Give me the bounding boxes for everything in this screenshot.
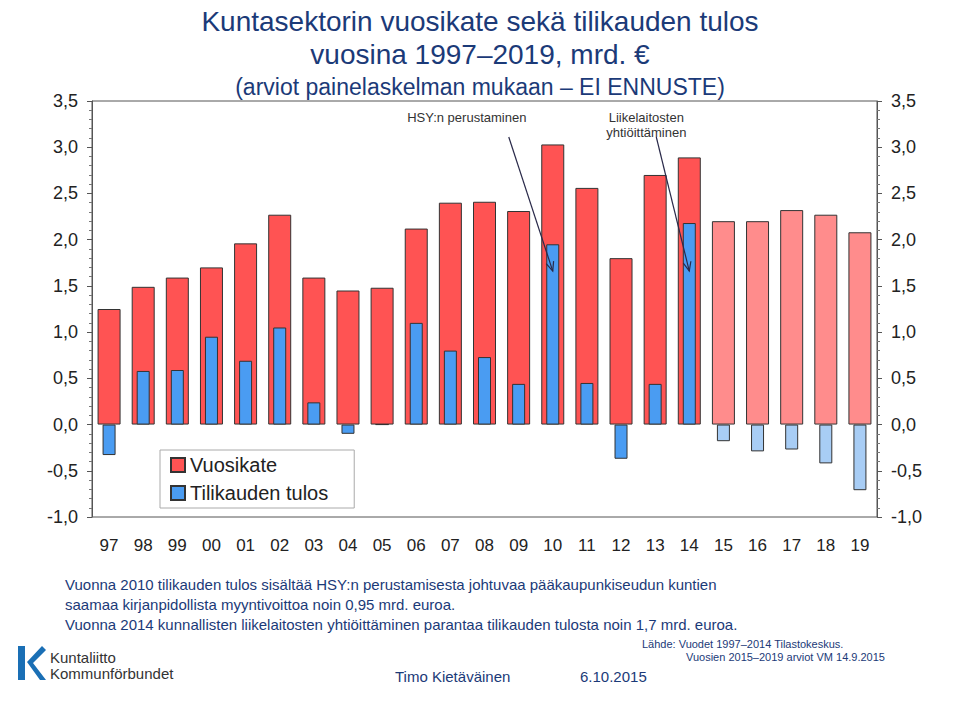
svg-text:08: 08: [475, 536, 494, 555]
svg-text:Tilikauden tulos: Tilikauden tulos: [190, 482, 328, 504]
svg-text:12: 12: [612, 536, 631, 555]
svg-text:-0,5: -0,5: [891, 461, 922, 481]
svg-text:0,0: 0,0: [53, 415, 78, 435]
svg-text:2,5: 2,5: [891, 183, 916, 203]
svg-text:0,0: 0,0: [891, 415, 916, 435]
svg-text:6.10.2015: 6.10.2015: [580, 668, 647, 685]
svg-text:Liikelaitosten: Liikelaitosten: [609, 110, 684, 125]
svg-text:-0,5: -0,5: [47, 461, 78, 481]
svg-text:18: 18: [816, 536, 835, 555]
svg-text:02: 02: [270, 536, 289, 555]
svg-text:0,5: 0,5: [53, 368, 78, 388]
svg-text:Vuonna 2014 kunnallisten liike: Vuonna 2014 kunnallisten liikelaitosten …: [65, 616, 737, 633]
svg-text:HSY:n perustaminen: HSY:n perustaminen: [407, 110, 526, 125]
svg-text:3,5: 3,5: [891, 91, 916, 111]
svg-text:11: 11: [578, 536, 596, 555]
svg-text:3,0: 3,0: [891, 137, 916, 157]
svg-text:99: 99: [168, 536, 187, 555]
svg-text:01: 01: [236, 536, 255, 555]
svg-text:04: 04: [339, 536, 358, 555]
svg-text:yhtiöittäminen: yhtiöittäminen: [606, 125, 686, 140]
svg-text:97: 97: [100, 536, 119, 555]
svg-text:-1,0: -1,0: [47, 507, 78, 527]
svg-text:19: 19: [850, 536, 869, 555]
svg-text:17: 17: [782, 536, 801, 555]
svg-text:saamaa kirjanpidollista myynti: saamaa kirjanpidollista myyntivoittoa no…: [65, 596, 455, 613]
svg-text:2,0: 2,0: [891, 230, 916, 250]
svg-text:Vuosikate: Vuosikate: [190, 454, 277, 476]
svg-text:1,5: 1,5: [53, 276, 78, 296]
svg-text:Kuntaliitto: Kuntaliitto: [50, 649, 116, 666]
svg-text:2,5: 2,5: [53, 183, 78, 203]
svg-text:vuosina 1997–2019, mrd. €: vuosina 1997–2019, mrd. €: [310, 39, 650, 70]
svg-text:Kommunförbundet: Kommunförbundet: [50, 665, 174, 682]
svg-text:06: 06: [407, 536, 426, 555]
svg-text:1,0: 1,0: [53, 322, 78, 342]
svg-text:1,0: 1,0: [891, 322, 916, 342]
svg-text:98: 98: [134, 536, 153, 555]
svg-text:Kuntasektorin vuosikate sekä t: Kuntasektorin vuosikate sekä tilikauden …: [201, 6, 758, 37]
svg-text:1,5: 1,5: [891, 276, 916, 296]
svg-text:Vuonna 2010 tilikauden tulos s: Vuonna 2010 tilikauden tulos sisältää HS…: [65, 576, 717, 593]
svg-text:00: 00: [202, 536, 221, 555]
svg-text:15: 15: [714, 536, 733, 555]
svg-text:10: 10: [543, 536, 562, 555]
svg-text:13: 13: [646, 536, 665, 555]
svg-text:Lähde: Vuodet 1997–2014 Tilast: Lähde: Vuodet 1997–2014 Tilastokeskus.: [642, 638, 843, 650]
svg-text:Vuosien 2015–2019 arviot VM 14: Vuosien 2015–2019 arviot VM 14.9.2015: [686, 651, 885, 663]
svg-text:3,0: 3,0: [53, 137, 78, 157]
svg-text:2,0: 2,0: [53, 230, 78, 250]
svg-text:07: 07: [441, 536, 460, 555]
svg-text:05: 05: [373, 536, 392, 555]
svg-text:03: 03: [304, 536, 323, 555]
svg-text:Timo Kietäväinen: Timo Kietäväinen: [395, 668, 510, 685]
svg-text:(arviot painelaskelman mukaan: (arviot painelaskelman mukaan – EI ENNUS…: [235, 74, 725, 100]
svg-text:09: 09: [509, 536, 528, 555]
svg-text:0,5: 0,5: [891, 368, 916, 388]
svg-text:3,5: 3,5: [53, 91, 78, 111]
svg-text:16: 16: [748, 536, 767, 555]
svg-text:14: 14: [680, 536, 699, 555]
svg-text:-1,0: -1,0: [891, 507, 922, 527]
